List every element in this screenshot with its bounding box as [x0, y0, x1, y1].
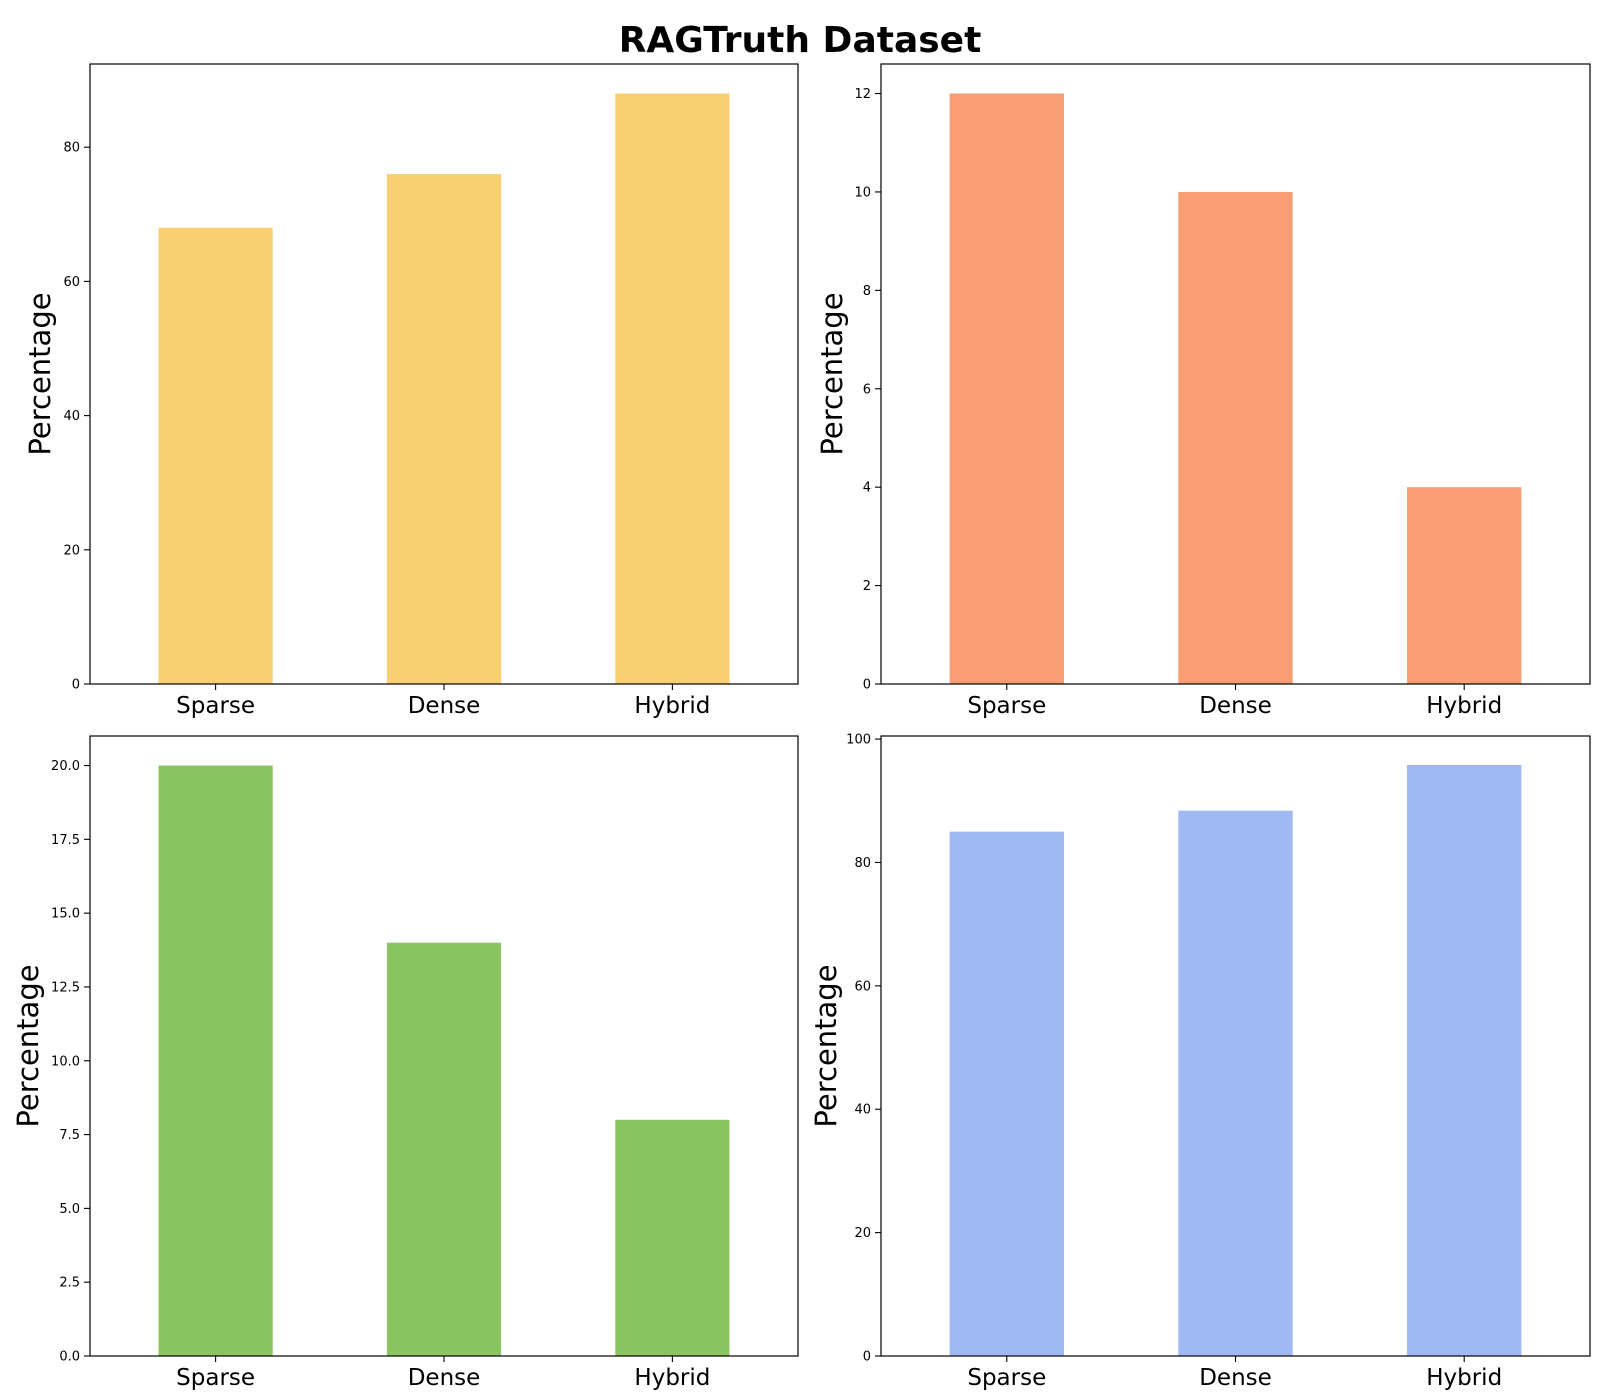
- y-tick-label: 10: [854, 185, 871, 200]
- x-tick-label-sparse: Sparse: [176, 1365, 255, 1391]
- x-tick-label-dense: Dense: [1199, 693, 1272, 719]
- x-tick-label-sparse: Sparse: [967, 1365, 1046, 1391]
- bar-dense: [1178, 191, 1293, 684]
- y-tick-label: 60: [854, 979, 871, 994]
- bar-hybrid: [1407, 764, 1522, 1356]
- y-tick-label: 0: [72, 678, 80, 693]
- y-tick-label: 12.5: [51, 980, 80, 995]
- bar-dense: [386, 174, 502, 685]
- x-tick-label-dense: Dense: [408, 693, 481, 719]
- bar-sparse: [949, 93, 1064, 685]
- y-tick-label: 6: [863, 382, 871, 397]
- y-tick-label: 20: [854, 1226, 871, 1241]
- x-tick-label-hybrid: Hybrid: [1426, 1365, 1502, 1391]
- figure-title: RAGTruth Dataset: [618, 20, 982, 61]
- y-axis-label: Percentage: [23, 292, 57, 455]
- y-tick-label: 0: [863, 678, 871, 693]
- y-tick-label: 2.5: [59, 1276, 80, 1291]
- bar-hybrid: [615, 1119, 730, 1356]
- y-tick-label: 0: [863, 1350, 871, 1365]
- bar-sparse: [949, 831, 1064, 1356]
- y-axis-label: Percentage: [809, 964, 843, 1127]
- chart-top-right: 0 2 4 6 8 10 12 Sparse Dense Hybrid Percentage: [815, 63, 1591, 719]
- y-tick-label: 5.0: [59, 1202, 80, 1217]
- x-tick-label-sparse: Sparse: [967, 693, 1046, 719]
- chart-top-left: 0 20 40 60 80 Sparse Dense Hybrid Percentage: [23, 63, 799, 719]
- chart-bottom-left: 0.0 2.5 5.0 7.5 10.0 12.5 15.0 17.5 20.0 Sparse De…: [11, 735, 799, 1391]
- y-axis-label: Percentage: [815, 292, 849, 455]
- y-tick-label: 80: [854, 856, 871, 871]
- bar-dense: [1178, 810, 1293, 1356]
- y-tick-label: 40: [63, 409, 80, 424]
- y-tick-label: 100: [846, 733, 871, 748]
- x-tick-label-hybrid: Hybrid: [634, 1365, 710, 1391]
- x-tick-label-hybrid: Hybrid: [634, 693, 710, 719]
- bar-hybrid: [615, 93, 730, 685]
- y-tick-label: 2: [863, 579, 871, 594]
- x-tick-label-dense: Dense: [408, 1365, 481, 1391]
- y-axis-label: Percentage: [11, 964, 45, 1127]
- y-tick-label: 10.0: [51, 1054, 80, 1069]
- y-tick-label: 20: [63, 543, 80, 558]
- bar-hybrid: [1407, 487, 1522, 684]
- y-tick-label: 17.5: [51, 833, 80, 848]
- y-tick-label: 20.0: [51, 759, 80, 774]
- x-tick-label-sparse: Sparse: [176, 693, 255, 719]
- bar-dense: [386, 942, 502, 1356]
- y-tick-label: 8: [863, 284, 871, 299]
- x-tick-label-hybrid: Hybrid: [1426, 693, 1502, 719]
- y-tick-label: 80: [63, 141, 80, 156]
- y-tick-label: 7.5: [59, 1128, 80, 1143]
- y-tick-label: 15.0: [51, 907, 80, 922]
- x-tick-label-dense: Dense: [1199, 1365, 1272, 1391]
- y-tick-label: 60: [63, 275, 80, 290]
- bar-sparse: [158, 765, 273, 1356]
- y-tick-label: 40: [854, 1103, 871, 1118]
- y-tick-label: 4: [863, 481, 871, 496]
- y-tick-label: 12: [854, 87, 871, 102]
- bar-sparse: [158, 227, 273, 684]
- chart-bottom-right: 0 20 40 60 80 100 Sparse Dense Hybrid Percentage: [809, 733, 1591, 1391]
- y-tick-label: 0.0: [59, 1350, 80, 1365]
